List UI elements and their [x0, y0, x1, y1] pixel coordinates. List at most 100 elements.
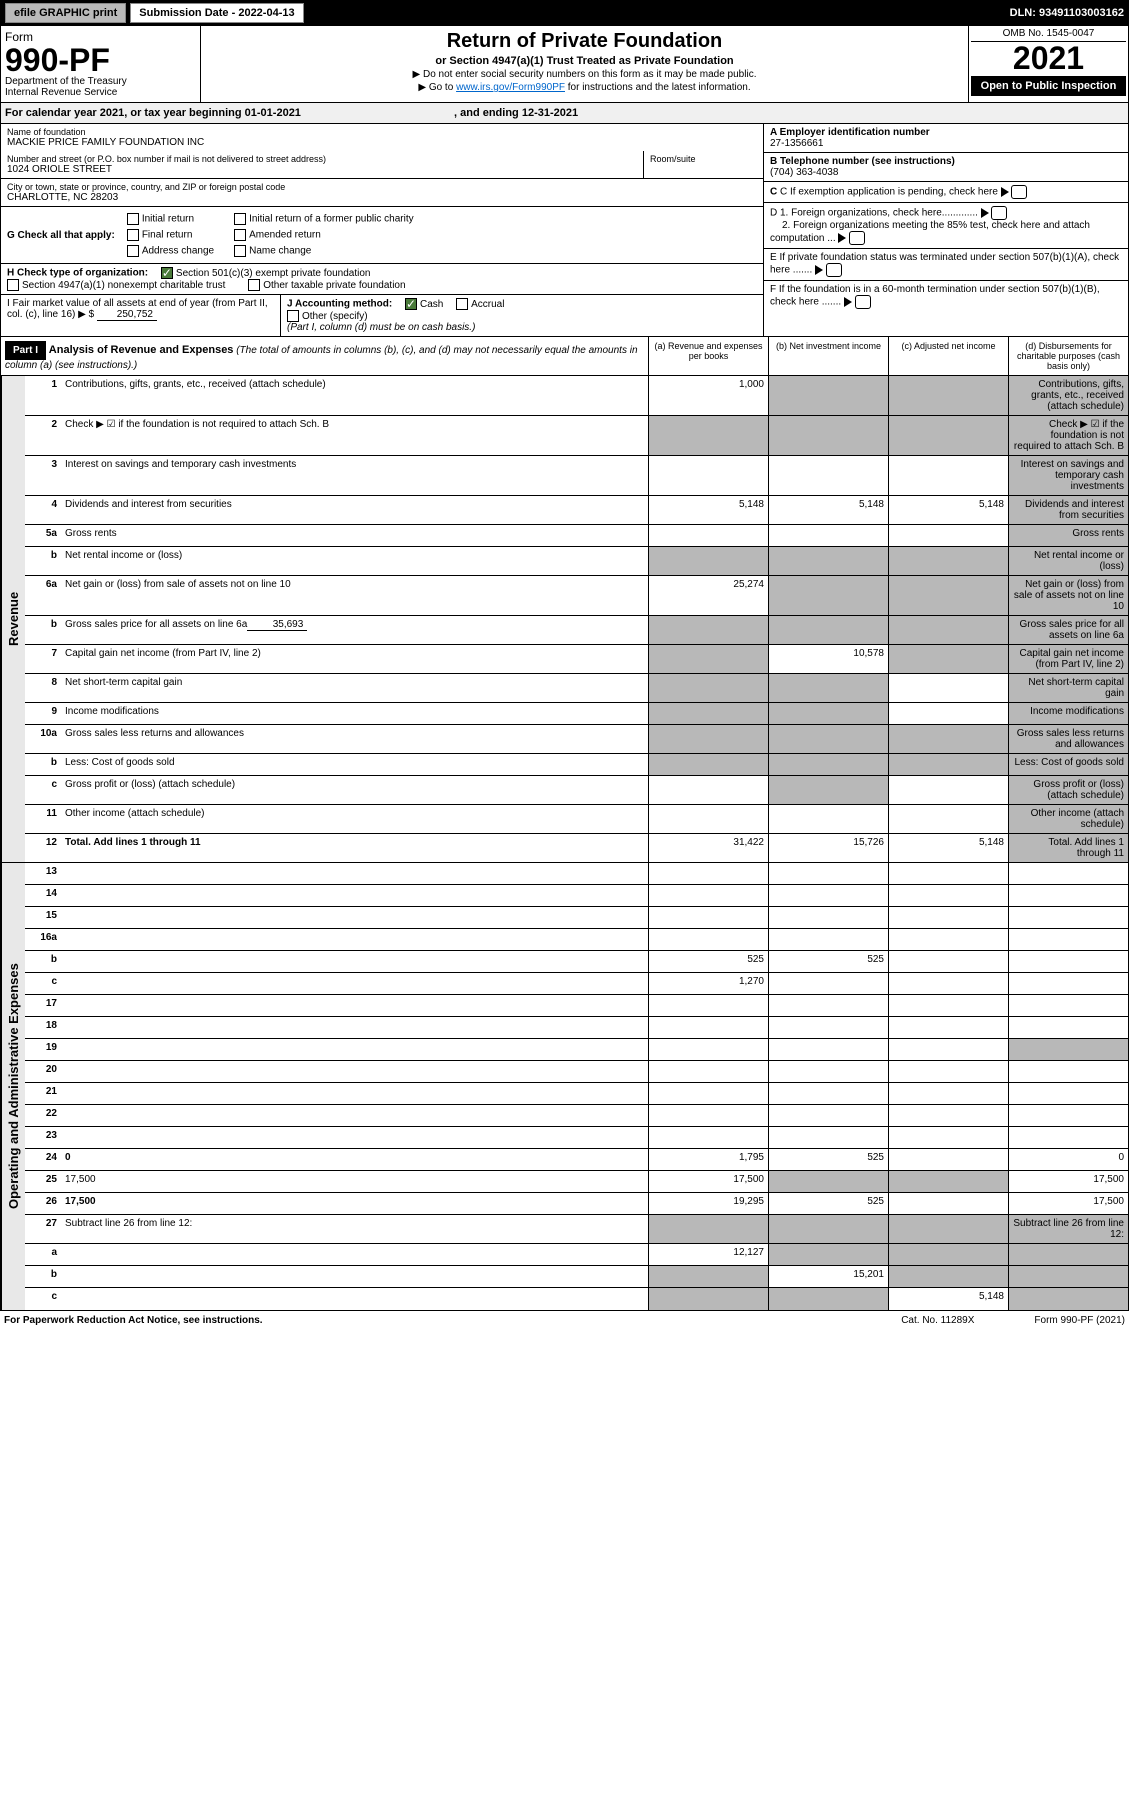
- table-row: b525525: [25, 951, 1128, 973]
- line-number: 24: [25, 1149, 61, 1170]
- line-number: 18: [25, 1017, 61, 1038]
- cell-c: [888, 674, 1008, 702]
- h-opt-3[interactable]: Other taxable private foundation: [248, 280, 405, 291]
- dept-label: Department of the Treasury Internal Reve…: [5, 76, 196, 98]
- line-desc: [61, 1017, 648, 1038]
- cell-c: [888, 885, 1008, 906]
- cell-a: [648, 754, 768, 775]
- table-row: 1Contributions, gifts, grants, etc., rec…: [25, 376, 1128, 416]
- line-desc: Gross sales less returns and allowances: [61, 725, 648, 753]
- cell-a: 17,500: [648, 1171, 768, 1192]
- table-row: 15: [25, 907, 1128, 929]
- c-checkbox[interactable]: [1011, 185, 1027, 199]
- form-note-1: ▶ Do not enter social security numbers o…: [205, 69, 964, 80]
- line-number: 7: [25, 645, 61, 673]
- line-number: 21: [25, 1083, 61, 1104]
- form-title: Return of Private Foundation: [205, 30, 964, 53]
- cell-a: [648, 674, 768, 702]
- line-number: 20: [25, 1061, 61, 1082]
- h-opt-1[interactable]: Section 501(c)(3) exempt private foundat…: [161, 268, 371, 279]
- line-desc: Less: Cost of goods sold: [61, 754, 648, 775]
- cell-d: Net rental income or (loss): [1008, 547, 1128, 575]
- cell-b: [768, 1215, 888, 1243]
- cell-c: [888, 456, 1008, 495]
- g-opt-0[interactable]: Initial return: [127, 213, 214, 225]
- line-number: 25: [25, 1171, 61, 1192]
- cell-c: [888, 907, 1008, 928]
- line-desc: [61, 929, 648, 950]
- cell-a: 1,270: [648, 973, 768, 994]
- cell-d: [1008, 1061, 1128, 1082]
- cell-d: [1008, 1083, 1128, 1104]
- line-desc: [61, 885, 648, 906]
- cell-b: [768, 907, 888, 928]
- cell-c: [888, 703, 1008, 724]
- irs-link[interactable]: www.irs.gov/Form990PF: [456, 82, 565, 93]
- g-opt-3[interactable]: Amended return: [234, 229, 414, 241]
- cell-d: Check ▶ ☑ if the foundation is not requi…: [1008, 416, 1128, 455]
- g-opt-5[interactable]: Name change: [234, 245, 414, 257]
- form-id-block: Form 990-PF Department of the Treasury I…: [1, 26, 201, 102]
- f-checkbox[interactable]: [855, 295, 871, 309]
- line-number: 12: [25, 834, 61, 862]
- room-label: Room/suite: [650, 154, 757, 164]
- line-desc: Gross rents: [61, 525, 648, 546]
- line-number: 26: [25, 1193, 61, 1214]
- submission-date: Submission Date - 2022-04-13: [130, 3, 303, 23]
- cell-a: [648, 1017, 768, 1038]
- g-opt-1[interactable]: Initial return of a former public charit…: [234, 213, 414, 225]
- submission-label: Submission Date -: [139, 7, 238, 19]
- col-c-head: (c) Adjusted net income: [888, 337, 1008, 375]
- e-checkbox[interactable]: [826, 263, 842, 277]
- table-row: c1,270: [25, 973, 1128, 995]
- cell-a: [648, 776, 768, 804]
- table-row: 14: [25, 885, 1128, 907]
- j-cash[interactable]: Cash: [405, 299, 443, 310]
- cell-a: 1,795: [648, 1149, 768, 1170]
- cell-c: [888, 1017, 1008, 1038]
- cell-a: [648, 1061, 768, 1082]
- g-opt-2[interactable]: Final return: [127, 229, 214, 241]
- calendar-year-row: For calendar year 2021, or tax year begi…: [0, 103, 1129, 124]
- cell-c: [888, 616, 1008, 644]
- d2-checkbox[interactable]: [849, 231, 865, 245]
- cell-d: Net short-term capital gain: [1008, 674, 1128, 702]
- cell-d: [1008, 1105, 1128, 1126]
- cell-c: [888, 1061, 1008, 1082]
- efile-button[interactable]: efile GRAPHIC print: [5, 3, 126, 23]
- line-desc: Income modifications: [61, 703, 648, 724]
- cell-a: 12,127: [648, 1244, 768, 1265]
- cell-a: [648, 416, 768, 455]
- j-accrual[interactable]: Accrual: [456, 299, 504, 310]
- h-opt-2[interactable]: Section 4947(a)(1) nonexempt charitable …: [7, 280, 225, 291]
- table-row: c5,148: [25, 1288, 1128, 1310]
- cell-c: [888, 805, 1008, 833]
- cell-d: [1008, 929, 1128, 950]
- cell-b: 15,726: [768, 834, 888, 862]
- cell-a: [648, 725, 768, 753]
- table-row: 9Income modificationsIncome modification…: [25, 703, 1128, 725]
- cell-c: [888, 1149, 1008, 1170]
- line-desc: [61, 863, 648, 884]
- line-number: 5a: [25, 525, 61, 546]
- line-desc: 17,500: [61, 1193, 648, 1214]
- form-header: Form 990-PF Department of the Treasury I…: [0, 26, 1129, 103]
- cell-d: Gross sales less returns and allowances: [1008, 725, 1128, 753]
- cell-b: [768, 1244, 888, 1265]
- g-opt-4[interactable]: Address change: [127, 245, 214, 257]
- table-row: 10aGross sales less returns and allowanc…: [25, 725, 1128, 754]
- table-row: 22: [25, 1105, 1128, 1127]
- line-desc: [61, 973, 648, 994]
- col-d-head: (d) Disbursements for charitable purpose…: [1008, 337, 1128, 375]
- foundation-name: MACKIE PRICE FAMILY FOUNDATION INC: [7, 137, 757, 148]
- j-other[interactable]: Other (specify): [287, 311, 368, 322]
- d1-checkbox[interactable]: [991, 206, 1007, 220]
- form-subtitle: or Section 4947(a)(1) Trust Treated as P…: [205, 55, 964, 67]
- line-number: b: [25, 616, 61, 644]
- table-row: 19: [25, 1039, 1128, 1061]
- foundation-info: Name of foundation MACKIE PRICE FAMILY F…: [0, 124, 1129, 337]
- line-desc: [61, 951, 648, 972]
- cell-c: [888, 1215, 1008, 1243]
- cell-a: [648, 525, 768, 546]
- cell-b: [768, 929, 888, 950]
